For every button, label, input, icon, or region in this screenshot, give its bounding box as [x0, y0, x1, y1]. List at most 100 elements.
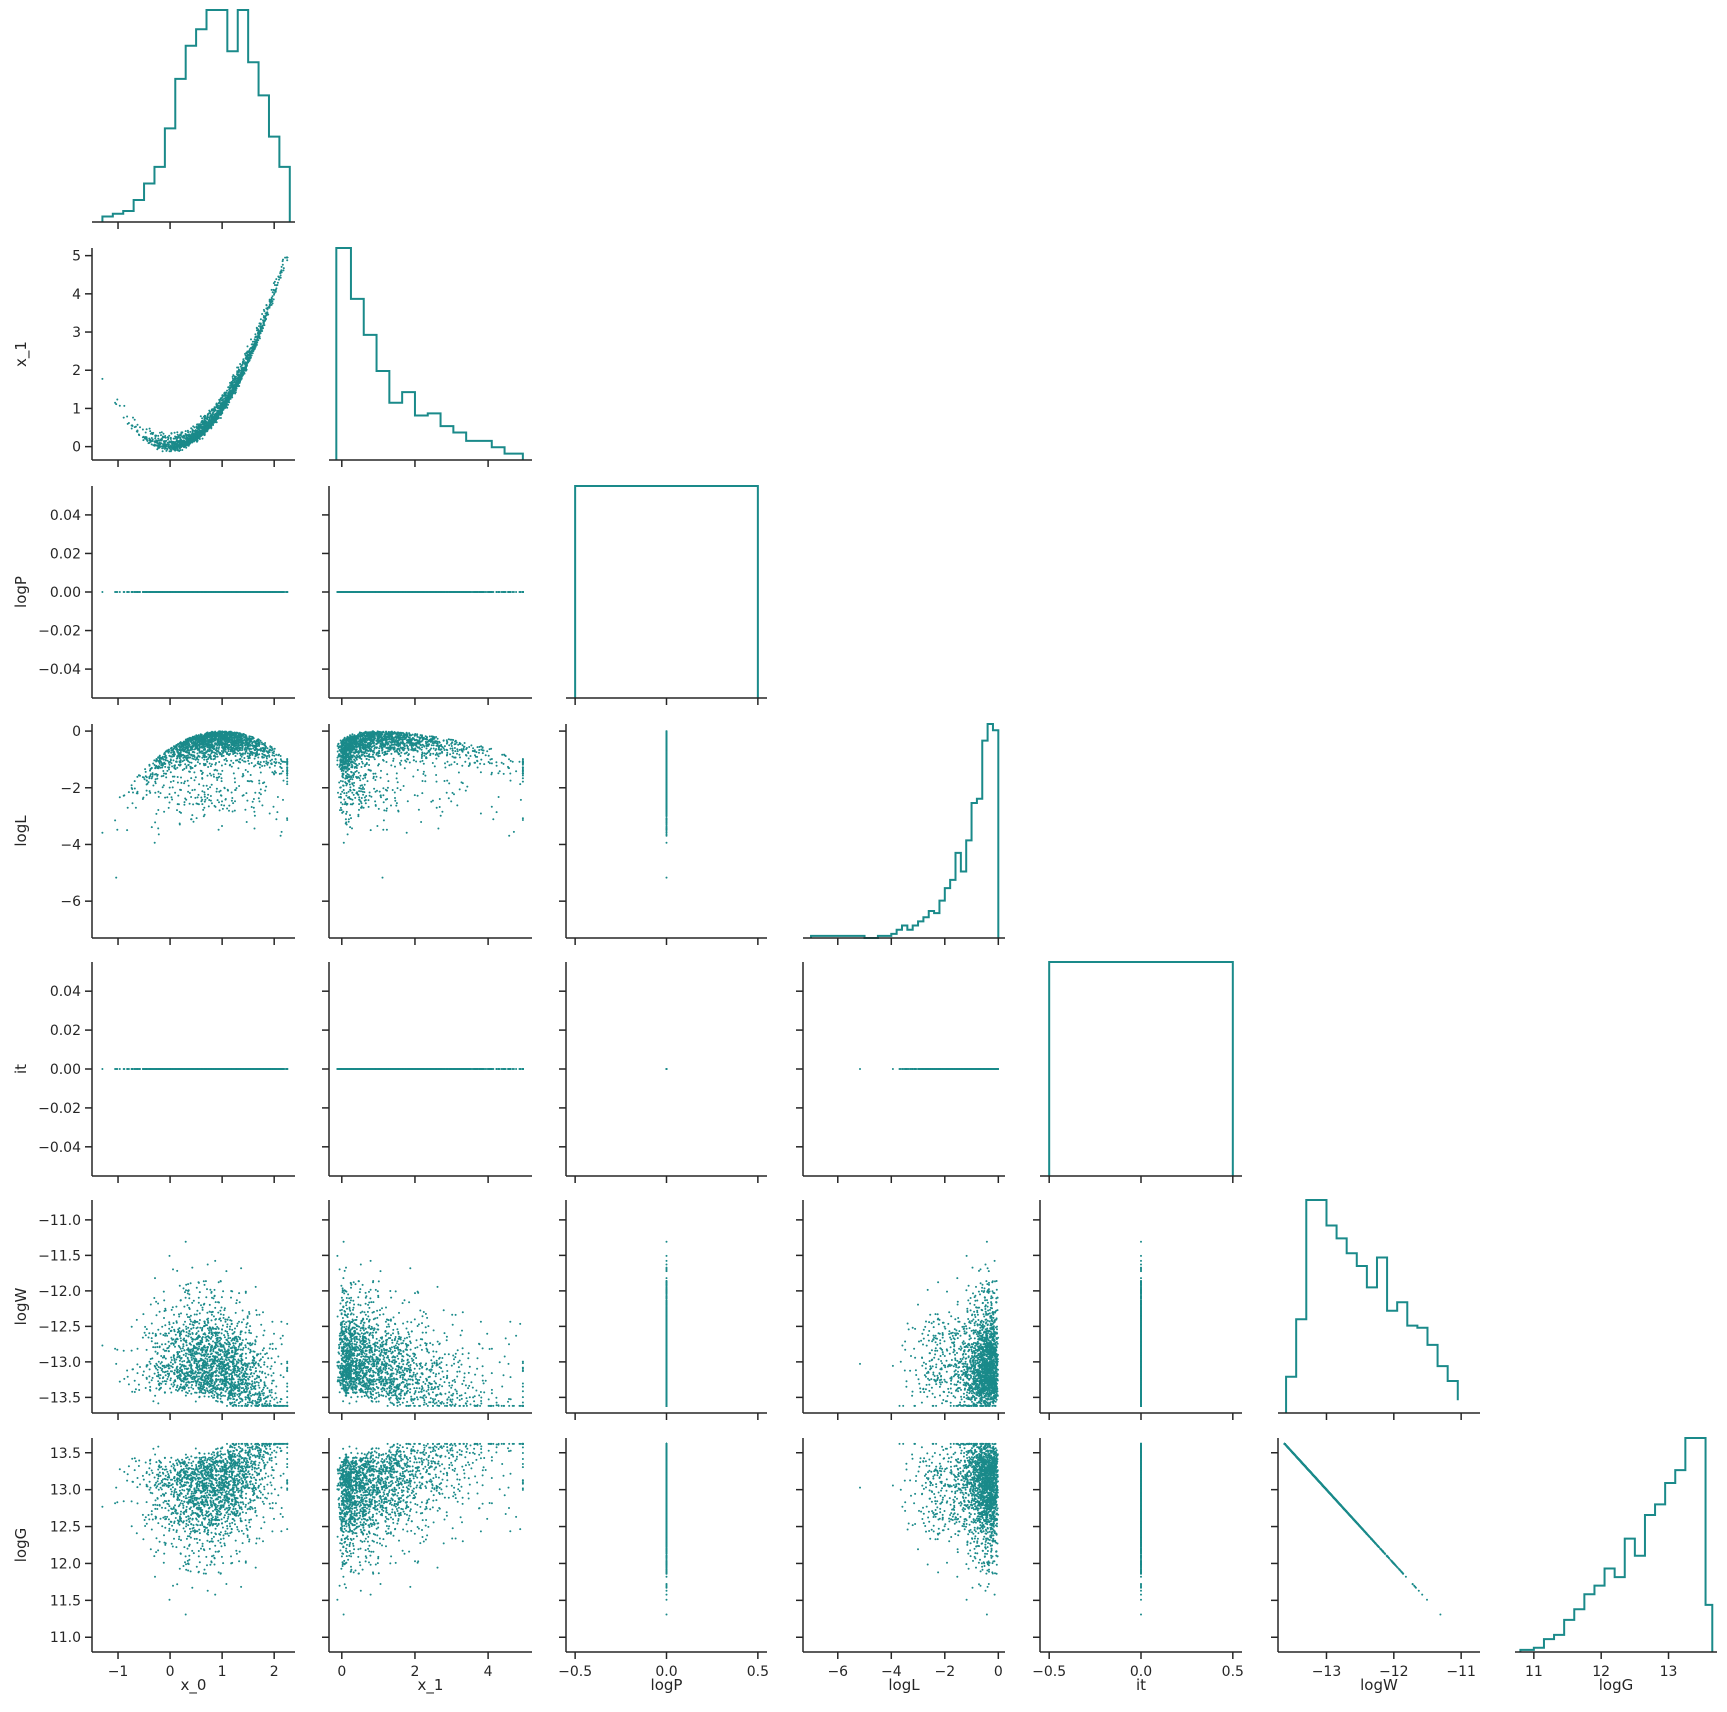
- scatter-point: [193, 430, 196, 432]
- scatter-point: [211, 591, 214, 593]
- scatter-point: [197, 591, 200, 593]
- scatter-point: [148, 441, 151, 444]
- scatter-point: [251, 340, 254, 343]
- scatter-point: [158, 441, 161, 444]
- scatter-point: [150, 437, 153, 439]
- scatter-point: [215, 411, 218, 414]
- scatter-point: [226, 397, 228, 400]
- scatter-point: [219, 417, 222, 419]
- scatter-points-logP-vs-x_0: [101, 591, 289, 593]
- scatter-point: [273, 292, 276, 295]
- scatter-point: [157, 434, 160, 437]
- scatter-point: [276, 281, 279, 284]
- scatter-point: [144, 436, 147, 438]
- y-tick-label: 4: [72, 287, 81, 303]
- scatter-point: [211, 415, 214, 418]
- scatter-point: [234, 381, 236, 384]
- scatter-point: [282, 267, 285, 270]
- scatter-point: [274, 288, 277, 291]
- scatter-point: [220, 409, 223, 412]
- scatter-point: [152, 431, 155, 434]
- scatter-point: [231, 377, 234, 380]
- scatter-point: [241, 362, 244, 364]
- scatter-point: [215, 406, 218, 408]
- scatter-point: [271, 295, 274, 298]
- scatter-point: [258, 325, 260, 328]
- scatter-point: [255, 326, 258, 329]
- scatter-point: [160, 434, 162, 437]
- scatter-point: [270, 288, 273, 291]
- scatter-point: [176, 431, 179, 434]
- scatter-point: [224, 404, 227, 407]
- scatter-point: [164, 591, 167, 593]
- scatter-point: [130, 424, 133, 427]
- scatter-point: [246, 345, 249, 348]
- scatter-point: [183, 434, 186, 437]
- scatter-point: [258, 322, 261, 325]
- scatter-point: [191, 428, 194, 431]
- scatter-point: [179, 449, 182, 452]
- scatter-point: [238, 374, 241, 377]
- panel-x_1-vs-x_1: [329, 247, 532, 467]
- scatter-point: [244, 367, 247, 369]
- scatter-point: [273, 284, 276, 286]
- scatter-point: [231, 375, 234, 378]
- scatter-point: [251, 346, 254, 349]
- scatter-point: [189, 430, 192, 433]
- scatter-point: [202, 431, 205, 434]
- scatter-point: [270, 591, 273, 593]
- scatter-point: [156, 444, 159, 447]
- scatter-point: [240, 369, 243, 372]
- scatter-point: [204, 415, 207, 417]
- scatter-point: [126, 422, 129, 425]
- y-tick-label: 0.04: [50, 508, 81, 524]
- scatter-point: [202, 428, 205, 430]
- scatter-point: [160, 431, 163, 434]
- scatter-point: [188, 440, 191, 443]
- scatter-point: [138, 591, 141, 593]
- scatter-point: [150, 440, 153, 443]
- scatter-point: [162, 440, 165, 443]
- scatter-point: [208, 412, 210, 415]
- scatter-point: [264, 317, 267, 320]
- scatter-point: [230, 383, 233, 386]
- scatter-point: [141, 428, 144, 431]
- scatter-point: [148, 591, 151, 593]
- scatter-point: [248, 353, 251, 356]
- scatter-point: [255, 335, 258, 338]
- scatter-point: [167, 591, 170, 593]
- scatter-point: [206, 422, 209, 425]
- scatter-point: [243, 362, 246, 365]
- scatter-point: [123, 404, 126, 407]
- scatter-point: [192, 425, 195, 428]
- scatter-point: [184, 430, 187, 433]
- scatter-point: [265, 304, 268, 307]
- scatter-point: [144, 591, 147, 593]
- scatter-point: [281, 263, 284, 266]
- scatter-point: [167, 445, 170, 448]
- scatter-point: [190, 427, 193, 430]
- scatter-point: [173, 431, 176, 434]
- scatter-point: [220, 403, 223, 406]
- scatter-point: [132, 416, 134, 419]
- scatter-point: [206, 426, 208, 429]
- scatter-point: [218, 401, 220, 404]
- scatter-point: [156, 441, 159, 444]
- scatter-point: [228, 398, 230, 401]
- scatter-point: [189, 438, 192, 441]
- scatter-point: [172, 591, 175, 593]
- scatter-point: [145, 428, 148, 431]
- scatter-point: [166, 441, 169, 444]
- scatter-point: [215, 591, 218, 593]
- scatter-point: [226, 591, 228, 593]
- scatter-point: [230, 389, 233, 392]
- scatter-points-x_1-vs-x_0: [101, 256, 289, 453]
- scatter-point: [239, 365, 242, 368]
- scatter-points-logP-vs-x_1: [336, 591, 524, 593]
- scatter-point: [181, 435, 184, 438]
- y-tick-label: 2: [72, 363, 81, 379]
- scatter-point: [234, 383, 237, 386]
- scatter-point: [161, 450, 164, 453]
